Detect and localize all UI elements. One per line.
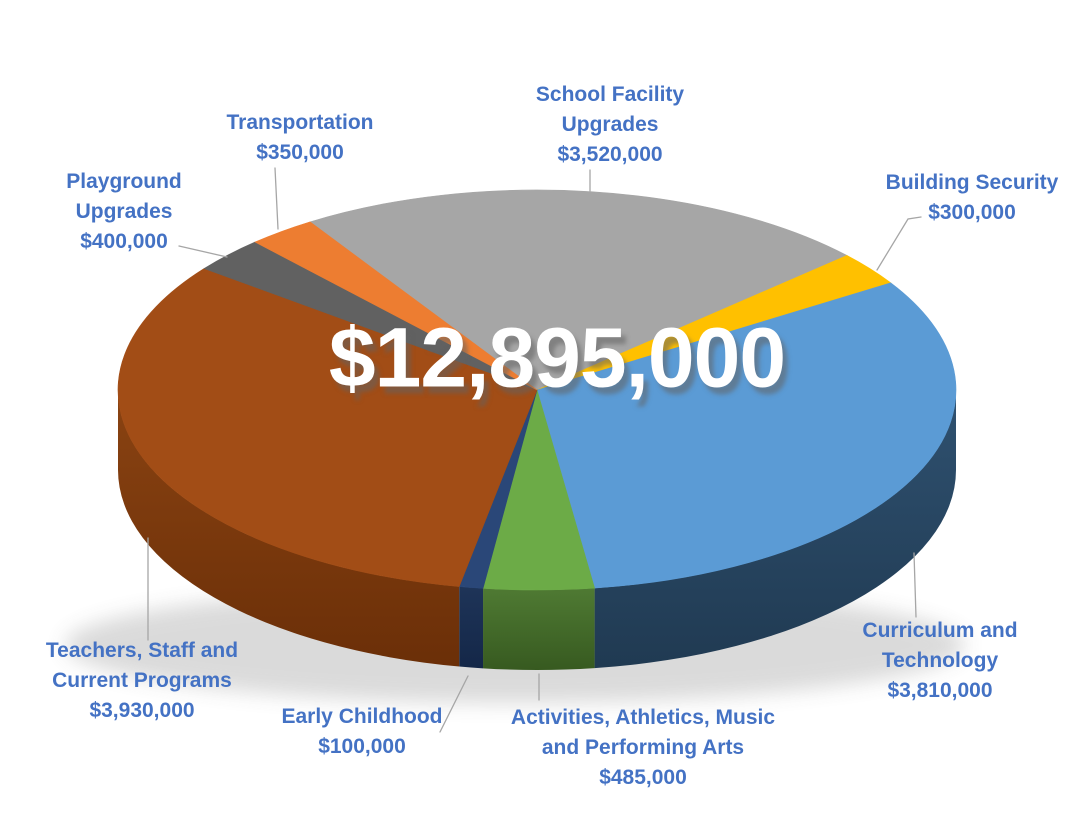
leader-line-transportation <box>274 167 279 230</box>
leader-line-playground-upgrades <box>178 245 228 258</box>
slice-top-transportation <box>254 221 538 391</box>
slice-top-curriculum-and-technology <box>536 282 957 589</box>
leader-line-building-security <box>876 216 922 271</box>
slice-side-teachers-staff-current-programs <box>118 390 460 667</box>
slice-top-teachers-staff-current-programs <box>117 268 538 587</box>
slice-side-curriculum-and-technology <box>594 390 956 669</box>
leader-line-curriculum-and-technology <box>913 552 917 618</box>
slice-side-early-childhood <box>459 586 484 669</box>
slice-side-activities-athletics-music-performing-arts <box>483 588 595 670</box>
slice-top-school-facility-upgrades <box>309 189 848 391</box>
leader-line-early-childhood <box>439 675 469 733</box>
